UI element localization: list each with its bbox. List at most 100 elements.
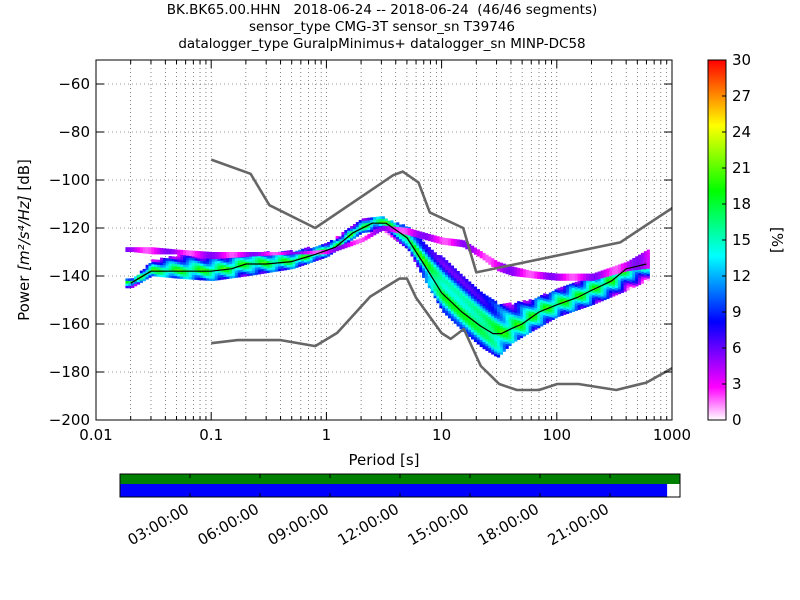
colorbar-tick-label: 30 xyxy=(732,51,751,69)
heatmap-cell xyxy=(419,241,423,244)
heatmap-cell xyxy=(280,256,285,259)
heatmap-cell-outlier xyxy=(505,264,509,275)
heatmap-cell xyxy=(571,287,575,291)
heatmap-cell xyxy=(246,259,250,262)
heatmap-cell xyxy=(191,274,195,278)
heatmap-cell-outlier xyxy=(217,252,221,259)
heatmap-cell xyxy=(306,253,311,257)
heatmap-cell xyxy=(494,322,498,326)
heatmap-cell xyxy=(229,275,233,279)
heatmap-cell xyxy=(560,286,564,290)
heatmap-cell xyxy=(456,295,460,298)
heatmap-cell-outlier xyxy=(479,251,483,259)
heatmap-cell xyxy=(125,283,129,286)
heatmap-cell xyxy=(473,296,478,299)
heatmap-cell xyxy=(416,250,420,253)
heatmap-cell xyxy=(430,259,434,263)
heatmap-cell xyxy=(358,229,362,233)
heatmap-cell-outlier xyxy=(185,250,190,256)
heatmap-cell xyxy=(453,306,457,310)
heatmap-cell xyxy=(471,291,475,294)
heatmap-cell xyxy=(517,315,521,319)
heatmap-cell xyxy=(407,246,411,249)
heatmap-cell xyxy=(623,286,627,290)
heatmap-cell xyxy=(439,272,443,275)
heatmap-cell xyxy=(551,300,555,304)
heatmap-cell xyxy=(554,298,558,302)
heatmap-cell xyxy=(632,282,636,286)
heatmap-cell xyxy=(151,264,155,267)
heatmap-cell xyxy=(422,241,426,245)
heatmap-cell xyxy=(183,274,187,277)
heatmap-cell xyxy=(468,281,472,285)
heatmap-cell xyxy=(482,334,486,338)
noise-model-high-line xyxy=(210,158,672,274)
heatmap-cell xyxy=(476,291,480,295)
heatmap-cell xyxy=(436,269,440,273)
heatmap-cell xyxy=(407,248,411,252)
heatmap-cell xyxy=(450,272,455,276)
heatmap-cell xyxy=(341,232,345,235)
heatmap-cell xyxy=(511,338,515,341)
y-axis-label: Power [m²/s⁴/Hz] [dB] xyxy=(15,159,33,321)
heatmap-cell xyxy=(577,300,581,303)
heatmap-cell xyxy=(436,298,440,301)
heatmap-cell xyxy=(223,259,227,263)
heatmap-cell xyxy=(427,259,431,262)
heatmap-cell-outlier xyxy=(266,252,270,256)
heatmap-cell xyxy=(447,296,452,300)
heatmap-cell xyxy=(280,253,285,257)
heatmap-cell xyxy=(482,329,486,333)
heatmap-cell xyxy=(517,303,521,307)
heatmap-cell xyxy=(453,292,457,295)
heatmap-cell xyxy=(445,308,449,311)
heatmap-cell xyxy=(367,224,371,228)
heatmap-cell xyxy=(399,241,403,244)
heatmap-cell xyxy=(491,344,495,348)
heatmap-cell xyxy=(260,268,264,272)
heatmap-cell xyxy=(298,249,302,253)
heatmap-cell xyxy=(197,275,201,278)
heatmap-cell xyxy=(240,267,244,270)
heatmap-cell xyxy=(502,325,506,328)
heatmap-cell xyxy=(465,319,469,323)
heatmap-cell xyxy=(260,261,264,265)
heatmap-cell xyxy=(640,281,645,284)
heatmap-cell xyxy=(543,312,547,316)
heatmap-cell-outlier xyxy=(211,252,215,260)
heatmap-cell xyxy=(278,258,282,262)
heatmap-cell xyxy=(433,271,437,275)
heatmap-cell xyxy=(191,260,195,263)
heatmap-cell xyxy=(229,259,233,262)
heatmap-cell xyxy=(447,301,452,304)
heatmap-cell xyxy=(600,279,604,283)
heatmap-cell xyxy=(491,325,495,329)
heatmap-cell xyxy=(341,241,345,245)
heatmap-cell xyxy=(447,272,452,276)
heatmap-cell xyxy=(329,242,334,246)
heatmap-cell xyxy=(462,305,466,308)
heatmap-cell xyxy=(496,352,501,356)
heatmap-cell xyxy=(223,267,227,270)
heatmap-cell xyxy=(548,316,552,320)
heatmap-cell xyxy=(554,301,558,304)
heatmap-cell xyxy=(168,260,172,264)
heatmap-cell xyxy=(508,319,512,323)
heatmap-cell-outlier xyxy=(491,258,495,268)
heatmap-cell xyxy=(194,277,198,280)
heatmap-cell-outlier xyxy=(433,235,437,243)
heatmap-cell xyxy=(496,306,501,310)
heatmap-cell-outlier xyxy=(292,251,296,255)
heatmap-cell xyxy=(350,226,354,229)
heatmap-cell xyxy=(177,268,181,272)
heatmap-cell xyxy=(571,290,575,293)
heatmap-cell xyxy=(315,248,319,252)
heatmap-cell xyxy=(545,298,550,302)
heatmap-cell xyxy=(511,306,515,310)
heatmap-cell xyxy=(462,322,466,325)
heatmap-cell xyxy=(612,289,616,292)
heatmap-cell xyxy=(447,262,452,266)
heatmap-cell xyxy=(597,295,601,298)
heatmap-cell xyxy=(263,270,267,274)
heatmap-cell xyxy=(436,266,440,270)
